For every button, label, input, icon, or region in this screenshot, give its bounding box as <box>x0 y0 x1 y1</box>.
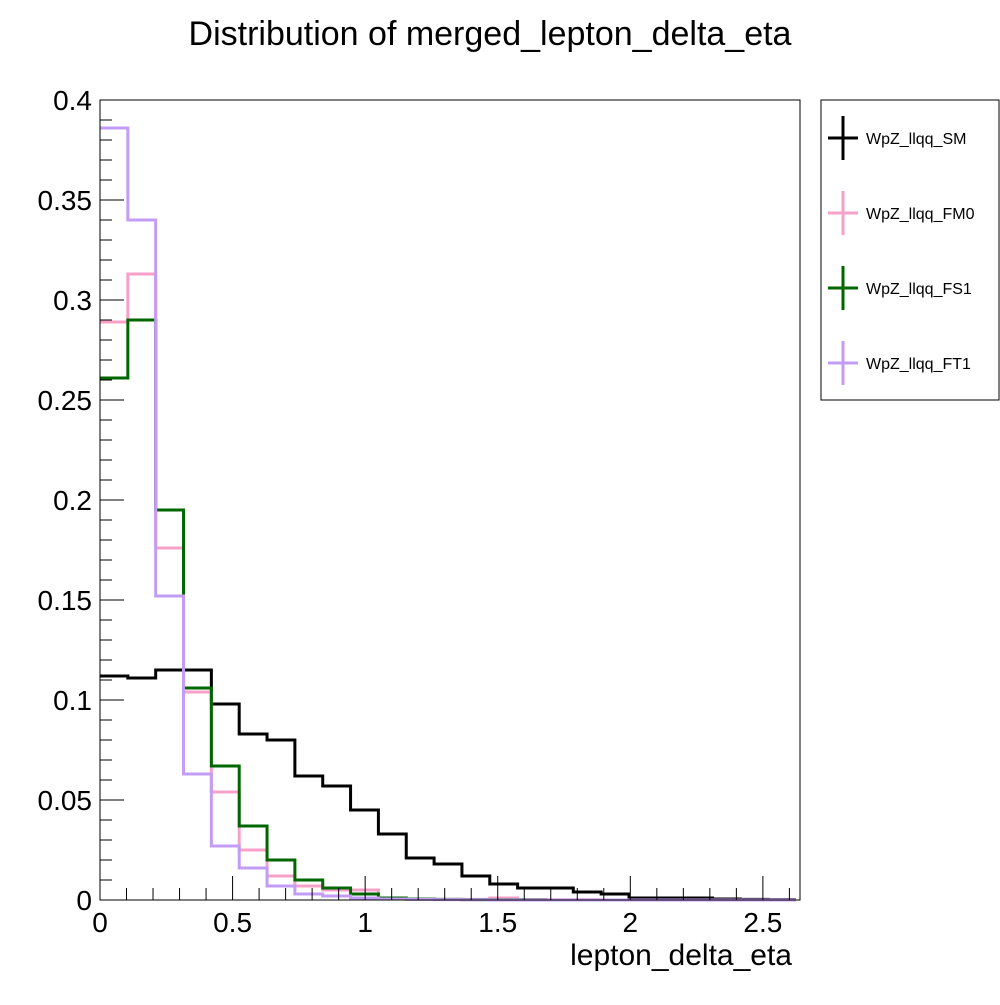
legend-label: WpZ_llqq_SM <box>866 131 966 148</box>
plot-area <box>100 126 797 902</box>
y-tick-label: 0.1 <box>53 685 92 716</box>
y-tick-label: 0.05 <box>38 785 93 816</box>
legend-entry: WpZ_llqq_FM0 <box>828 191 975 235</box>
series-line-WpZ_llqq_SM <box>100 668 797 902</box>
legend-entry: WpZ_llqq_FS1 <box>828 266 972 310</box>
x-tick-label: 0 <box>92 907 108 938</box>
x-tick-label: 1.5 <box>478 907 517 938</box>
series-WpZ_llqq_SM <box>100 668 797 902</box>
legend-entry: WpZ_llqq_SM <box>828 116 966 160</box>
plot-frame <box>99 99 801 901</box>
series-line-WpZ_llqq_FT1 <box>100 126 797 902</box>
series-line-WpZ_llqq_FM0 <box>100 272 797 902</box>
x-tick-label: 2.5 <box>743 907 782 938</box>
series-WpZ_llqq_FM0 <box>100 272 797 902</box>
legend-label: WpZ_llqq_FS1 <box>866 281 972 298</box>
legend-entry: WpZ_llqq_FT1 <box>828 341 971 385</box>
axes: 0 0.5 1 1.5 2 2.5 0 0.05 0.1 0.15 0.2 0.25 0.3 0.35 0.… <box>38 85 801 938</box>
y-tick-label: 0 <box>76 885 92 916</box>
y-tick-label: 0.2 <box>53 485 92 516</box>
y-tick-label: 0.25 <box>38 385 93 416</box>
legend-box <box>820 99 1000 401</box>
chart-title: Distribution of merged_lepton_delta_eta <box>189 15 792 53</box>
y-tick-label: 0.35 <box>38 185 93 216</box>
legend-label: WpZ_llqq_FT1 <box>866 356 971 373</box>
y-tick-label: 0.4 <box>53 85 92 116</box>
y-tick-label: 0.3 <box>53 285 92 316</box>
x-tick-label: 2 <box>623 907 639 938</box>
y-tick-label: 0.15 <box>38 585 93 616</box>
legend: WpZ_llqq_SM WpZ_llqq_FM0 WpZ_llqq_FS1 WpZ_l… <box>820 99 1000 401</box>
series-WpZ_llqq_FS1 <box>100 318 797 902</box>
legend-label: WpZ_llqq_FM0 <box>866 206 975 223</box>
x-tick-label: 0.5 <box>213 907 252 938</box>
series-WpZ_llqq_FT1 <box>100 126 797 902</box>
x-axis-label: lepton_delta_eta <box>570 939 792 972</box>
x-tick-label: 1 <box>357 907 373 938</box>
series-line-WpZ_llqq_FS1 <box>100 318 797 902</box>
